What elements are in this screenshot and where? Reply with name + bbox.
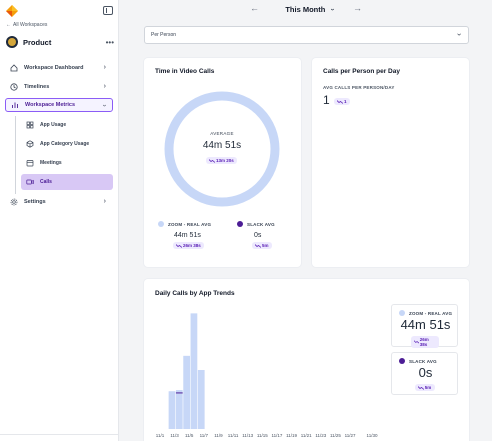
slack-value: 0s bbox=[254, 232, 262, 239]
legend-slack: SLACK AVG bbox=[399, 358, 437, 364]
x-tick-label: 11/9 bbox=[214, 433, 223, 438]
trend-down-icon bbox=[255, 243, 261, 248]
calls-per-person-value: 1 bbox=[323, 93, 330, 107]
donut-center-trend: 13m 20s bbox=[206, 157, 237, 164]
x-tick-label: 11/21 bbox=[300, 433, 312, 438]
card-title: Calls per Person per Day bbox=[323, 68, 400, 75]
donut-center-label: AVERAGE bbox=[210, 131, 234, 136]
calls-per-person-trend: 1 bbox=[334, 98, 350, 105]
zoom-value: 44m 51s bbox=[174, 232, 201, 239]
grid-icon bbox=[26, 121, 34, 129]
legend-slack: SLACK AVG bbox=[237, 221, 275, 227]
period-selector[interactable]: This Month › bbox=[285, 5, 336, 14]
subnav-item-calls[interactable]: Calls bbox=[21, 174, 113, 190]
legend-dot-slack bbox=[237, 221, 243, 227]
x-tick-label: 11/3 bbox=[170, 433, 179, 438]
trend-down-icon bbox=[337, 99, 343, 104]
subnav-item-app-category-usage[interactable]: App Category Usage bbox=[21, 136, 113, 152]
trend-down-icon bbox=[413, 340, 419, 344]
x-tick-label: 11/13 bbox=[242, 433, 254, 438]
legend-dot-slack bbox=[399, 358, 405, 364]
sidebar-item-timelines[interactable]: Timelines › bbox=[5, 80, 113, 94]
x-tick-label: 11/1 bbox=[155, 433, 165, 438]
x-tick-label: 11/11 bbox=[227, 433, 239, 438]
calendar-icon bbox=[26, 159, 34, 167]
x-tick-label: 11/30 bbox=[366, 433, 378, 438]
sidebar-item-settings[interactable]: Settings › bbox=[5, 195, 113, 209]
subnav-item-app-usage[interactable]: App Usage bbox=[21, 117, 113, 133]
x-tick-label: 11/17 bbox=[271, 433, 283, 438]
calls-per-person-sub-label: AVG CALLS PER PERSON/DAY bbox=[323, 85, 395, 90]
time-in-video-calls-card: Time in Video Calls AVERAGE 44m 51s 13m … bbox=[144, 58, 301, 267]
trend-down-icon bbox=[209, 158, 215, 163]
donut-ring-zoom bbox=[164, 91, 280, 207]
daily-slack-value: 0s bbox=[418, 365, 433, 380]
x-tick-label: 11/19 bbox=[286, 433, 298, 438]
sidebar-item-workspace-dashboard[interactable]: Workspace Dashboard › bbox=[5, 61, 113, 75]
per-person-select[interactable]: Per Person › bbox=[144, 26, 469, 44]
workspace-avatar bbox=[6, 36, 18, 48]
legend-dot-zoom bbox=[399, 310, 405, 316]
x-tick-label: 11/25 bbox=[329, 433, 341, 438]
daily-slack-avg-box: SLACK AVG 0s 5m bbox=[391, 352, 458, 395]
chevron-right-icon: › bbox=[103, 198, 106, 205]
zoom-trend: 26m 38s bbox=[173, 242, 204, 249]
daily-zoom-value: 44m 51s bbox=[400, 317, 451, 332]
period-header: ← This Month › → bbox=[119, 0, 492, 19]
bar-chart-icon bbox=[11, 101, 19, 109]
legend-dot-zoom bbox=[158, 221, 164, 227]
more-options-icon[interactable]: ••• bbox=[105, 37, 114, 47]
daily-zoom-trend: 26m 38s bbox=[410, 336, 439, 348]
bar-zoom-11/4[interactable] bbox=[190, 313, 198, 429]
donut-chart bbox=[164, 91, 280, 207]
subnav-tree-line bbox=[15, 116, 16, 194]
legend-zoom: ZOOM - REAL AVG bbox=[158, 221, 211, 227]
x-tick-label: 11/15 bbox=[256, 433, 268, 438]
subnav-item-meetings[interactable]: Meetings bbox=[21, 155, 113, 171]
calls-per-person-card: Calls per Person per Day AVG CALLS PER P… bbox=[312, 58, 469, 267]
previous-period-arrow-icon[interactable]: ← bbox=[250, 3, 259, 13]
trend-down-icon bbox=[176, 243, 182, 248]
trend-down-icon bbox=[417, 385, 424, 390]
back-to-workspaces-link[interactable]: ← All Workspaces bbox=[6, 22, 48, 28]
donut-center-value: 44m 51s bbox=[202, 140, 242, 151]
sidebar-divider bbox=[0, 434, 119, 435]
home-icon bbox=[10, 64, 18, 72]
bar-zoom-11/3[interactable] bbox=[183, 355, 190, 429]
bar-zoom-11/5[interactable] bbox=[197, 370, 205, 429]
video-camera-icon bbox=[26, 178, 34, 186]
cube-icon bbox=[26, 140, 34, 148]
sidebar: ← All Workspaces Product ••• Workspace D… bbox=[0, 0, 119, 441]
gear-icon bbox=[10, 198, 18, 206]
chevron-right-icon: › bbox=[103, 83, 106, 90]
chevron-right-icon: › bbox=[103, 64, 106, 71]
workspace-name: Product bbox=[23, 37, 52, 47]
app-logo-icon bbox=[6, 5, 18, 17]
daily-slack-trend: 5m bbox=[414, 384, 435, 391]
x-tick-label: 11/5 bbox=[185, 433, 194, 438]
workspace-header: Product ••• bbox=[6, 36, 114, 48]
sidebar-item-workspace-metrics[interactable]: Workspace Metrics › bbox=[5, 98, 113, 112]
x-tick-label: 11/27 bbox=[344, 433, 356, 438]
bar-zoom-11/1[interactable] bbox=[168, 391, 176, 429]
arrow-left-icon: ← bbox=[6, 22, 11, 28]
bar-slack-marker bbox=[175, 392, 183, 394]
card-title: Daily Calls by App Trends bbox=[155, 290, 235, 297]
daily-zoom-avg-box: ZOOM - REAL AVG 44m 51s 26m 38s bbox=[391, 304, 458, 348]
card-title: Time in Video Calls bbox=[155, 68, 215, 75]
bar-zoom-11/2[interactable] bbox=[175, 390, 183, 429]
sidebar-collapse-button[interactable] bbox=[103, 6, 113, 15]
legend-zoom: ZOOM - REAL AVG bbox=[399, 310, 452, 316]
slack-trend: 5m bbox=[252, 242, 272, 249]
x-tick-label: 11/23 bbox=[315, 433, 327, 438]
next-period-arrow-icon[interactable]: → bbox=[353, 3, 362, 13]
x-tick-label: 11/7 bbox=[199, 433, 209, 438]
clock-icon bbox=[10, 83, 18, 91]
